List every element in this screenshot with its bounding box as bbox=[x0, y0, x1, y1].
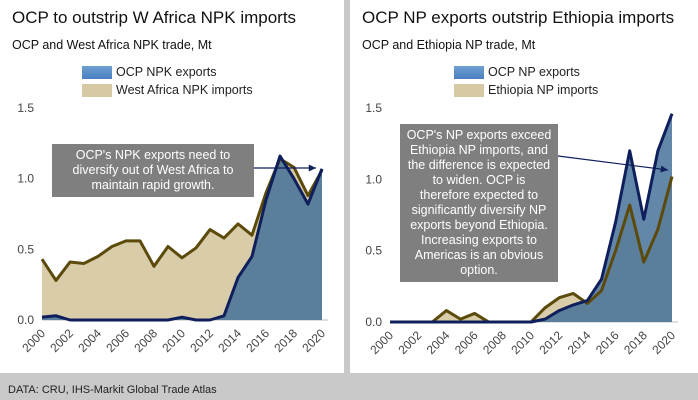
chart-subtitle: OCP and Ethiopia NP trade, Mt bbox=[362, 38, 536, 52]
chart-title: OCP to outstrip W Africa NPK imports bbox=[12, 8, 297, 27]
legend-item-wafrica-npk: West Africa NPK imports bbox=[82, 81, 253, 99]
annotation-arrow-head bbox=[308, 164, 316, 172]
legend-right: OCP NP exports Ethiopia NP imports bbox=[454, 63, 598, 99]
plot-area-left: 0.0 0.5 1.0 1.5 2000 2002 2004 2006 2008 2010 2012… bbox=[17, 101, 328, 355]
legend-swatch bbox=[454, 83, 484, 97]
y-tick-label: 1.5 bbox=[365, 101, 382, 115]
x-tick-label: 2020 bbox=[299, 326, 328, 355]
series-line-ocp bbox=[390, 113, 674, 324]
annotation-box: OCP's NPK exports need to diversify out … bbox=[52, 144, 254, 197]
legend-item-ethiopia-np: Ethiopia NP imports bbox=[454, 81, 598, 99]
x-tick-label: 2018 bbox=[271, 326, 300, 355]
x-tick-label: 2000 bbox=[19, 326, 48, 355]
y-tick-label: 0.5 bbox=[17, 242, 34, 256]
legend-item-ocp-npk: OCP NPK exports bbox=[82, 63, 253, 81]
legend-label: Ethiopia NP imports bbox=[488, 83, 599, 97]
legend-label: OCP NP exports bbox=[488, 65, 580, 79]
legend-label: OCP NPK exports bbox=[116, 65, 217, 79]
x-tick-label: 2002 bbox=[396, 328, 425, 357]
chart-panel-right: OCP NP exports outstrip Ethiopia imports… bbox=[350, 0, 698, 373]
annotation-arrow-head bbox=[660, 165, 668, 173]
area-ocp bbox=[390, 113, 672, 322]
legend-swatch bbox=[82, 65, 112, 79]
chart-title: OCP NP exports outstrip Ethiopia imports bbox=[362, 8, 675, 27]
plot-area-right: 0.0 0.5 1.0 1.5 2000 2002 2004 2006 2008 2010 2012… bbox=[365, 101, 678, 357]
x-tick-label: 2002 bbox=[47, 326, 76, 355]
y-tick-label: 1.0 bbox=[365, 172, 382, 186]
legend-swatch bbox=[454, 65, 484, 79]
x-tick-label: 2012 bbox=[187, 326, 216, 355]
x-tick-label: 2014 bbox=[565, 328, 594, 357]
series-line-ocp bbox=[41, 154, 324, 322]
y-tick-label: 1.5 bbox=[17, 101, 34, 115]
legend-swatch bbox=[82, 83, 112, 97]
legend-left: OCP NPK exports West Africa NPK imports bbox=[82, 63, 253, 99]
x-tick-label: 2004 bbox=[75, 326, 104, 355]
x-tick-label: 2006 bbox=[452, 328, 481, 357]
x-tick-label: 2014 bbox=[215, 326, 244, 355]
y-tick-label: 0.0 bbox=[365, 315, 382, 329]
x-tick-label: 2016 bbox=[243, 326, 272, 355]
legend-label: West Africa NPK imports bbox=[116, 83, 253, 97]
x-tick-label: 2020 bbox=[649, 328, 678, 357]
x-tick-label: 2012 bbox=[537, 328, 566, 357]
x-tick-label: 2004 bbox=[424, 328, 453, 357]
y-tick-label: 0.5 bbox=[365, 244, 382, 258]
x-tick-label: 2008 bbox=[480, 328, 509, 357]
x-tick-label: 2008 bbox=[131, 326, 160, 355]
x-tick-label: 2010 bbox=[508, 328, 537, 357]
data-source-footer: DATA: CRU, IHS-Markit Global Trade Atlas bbox=[8, 384, 217, 396]
annotation-arrow-line bbox=[557, 155, 669, 171]
chart-panel-left: OCP to outstrip W Africa NPK imports OCP… bbox=[0, 0, 344, 373]
y-tick-label: 0.0 bbox=[17, 313, 34, 327]
x-tick-label: 2006 bbox=[103, 326, 132, 355]
y-tick-label: 1.0 bbox=[17, 172, 34, 186]
x-tick-label: 2010 bbox=[159, 326, 188, 355]
legend-item-ocp-np: OCP NP exports bbox=[454, 63, 598, 81]
x-tick-label: 2000 bbox=[367, 328, 396, 357]
annotation-box: OCP's NP exports exceed Ethiopia NP impo… bbox=[400, 124, 558, 282]
area-ocp bbox=[42, 156, 322, 320]
x-tick-label: 2016 bbox=[593, 328, 622, 357]
x-tick-label: 2018 bbox=[621, 328, 650, 357]
chart-subtitle: OCP and West Africa NPK trade, Mt bbox=[12, 38, 212, 52]
